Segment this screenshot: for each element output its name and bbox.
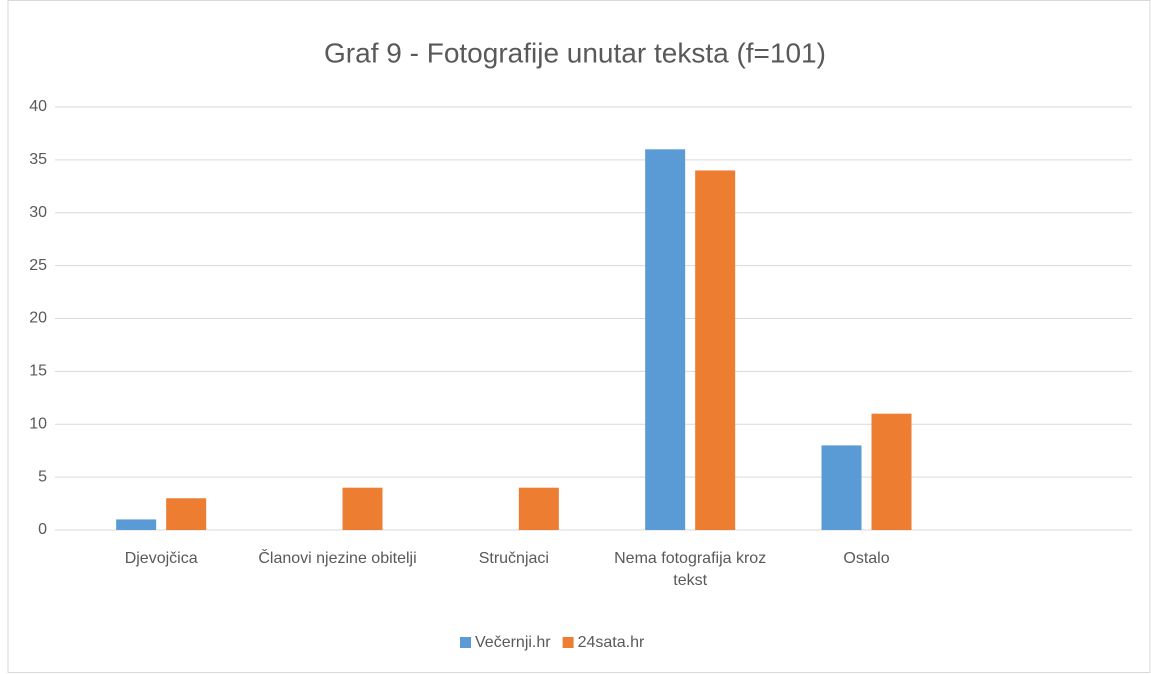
bar <box>518 487 559 530</box>
legend-swatch <box>562 637 574 648</box>
x-tick-label: Stručnjaci <box>478 550 549 567</box>
bar <box>821 445 862 530</box>
x-tick-label: Članovi njezine obitelji <box>258 550 417 567</box>
x-tick-label: Djevojčica <box>124 550 198 567</box>
y-tick-label: 20 <box>29 310 47 327</box>
legend-label: Večernji.hr <box>475 634 551 651</box>
bar <box>695 170 736 530</box>
y-tick-label: 15 <box>29 363 47 380</box>
y-tick-label: 30 <box>29 204 47 221</box>
bar <box>871 413 912 530</box>
y-tick-label: 35 <box>29 151 47 168</box>
legend-swatch <box>460 637 471 648</box>
bar <box>342 487 383 530</box>
y-tick-label: 0 <box>38 521 47 538</box>
chart-title: Graf 9 - Fotografije unutar teksta (f=10… <box>324 37 826 68</box>
y-tick-label: 5 <box>38 468 47 485</box>
bar <box>645 149 686 531</box>
bar <box>166 498 207 530</box>
y-tick-label: 40 <box>29 98 47 115</box>
bar <box>116 519 157 530</box>
x-tick-label: Ostalo <box>843 550 890 567</box>
y-tick-label: 25 <box>29 257 47 274</box>
legend-label: 24sata.hr <box>578 634 645 651</box>
y-tick-label: 10 <box>29 415 47 432</box>
x-tick-label: Nema fotografija kroz tekst <box>614 550 767 589</box>
chart-border <box>7 0 1151 673</box>
